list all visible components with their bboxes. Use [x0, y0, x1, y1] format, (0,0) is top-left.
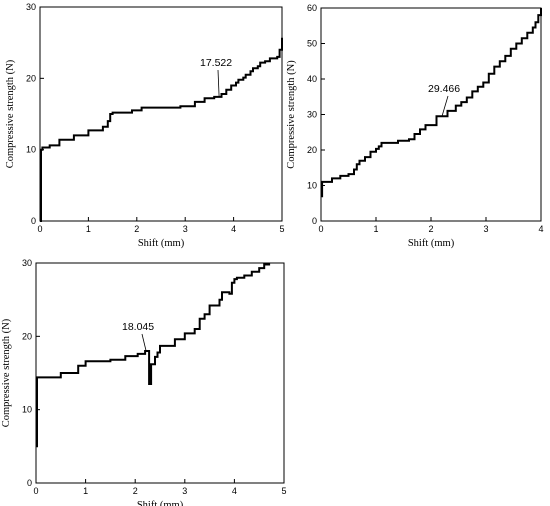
annotation-leader: [441, 95, 449, 117]
x-tick-label: 2: [428, 224, 433, 234]
series-line: [36, 263, 271, 448]
plot-frame: [39, 6, 283, 222]
x-tick-label: 0: [33, 486, 38, 496]
x-tick-label: 3: [182, 486, 187, 496]
plot-frame: [320, 7, 542, 222]
series-line: [40, 37, 283, 222]
y-tick-label: 20: [307, 145, 317, 155]
chart-3: 0 1 2 3 4 5 0 10 20 30 Shift (mm) Compressive stren…: [1, 258, 287, 506]
x-tick-label: 4: [231, 224, 236, 234]
x-tick-label: 0: [37, 224, 42, 234]
y-tick-label: 20: [26, 73, 36, 83]
x-tick-label: 1: [86, 224, 91, 234]
annotation-leader: [141, 333, 147, 352]
y-axis-title: Compressive strength (N): [286, 60, 297, 169]
plot-frame: [35, 262, 285, 484]
x-tick-label: 5: [281, 486, 286, 496]
y-tick-label: 0: [31, 216, 36, 226]
x-axis-title: Shift (mm): [137, 500, 184, 506]
x-tick-label: 2: [133, 486, 138, 496]
y-tick-label: 50: [307, 39, 317, 49]
y-tick-label: 10: [26, 145, 36, 155]
y-tick-label: 0: [312, 216, 317, 226]
x-tick-label: 4: [538, 224, 543, 234]
y-tick-label: 10: [307, 181, 317, 191]
x-tick-label: 0: [318, 224, 323, 234]
y-tick-label: 20: [22, 331, 32, 341]
y-axis-title: Compressive strength (N): [5, 59, 16, 168]
y-tick-label: 30: [26, 2, 36, 12]
x-axis-title: Shift (mm): [408, 238, 455, 249]
y-tick-label: 0: [27, 478, 32, 488]
chart-1: 0 1 2 3 4 5 0 10 20 30 Shift (mm) Compressive stren…: [5, 2, 285, 249]
y-tick-label: 10: [22, 405, 32, 415]
x-tick-label: 4: [232, 486, 237, 496]
annotation-label: 18.045: [122, 321, 154, 333]
x-tick-label: 3: [483, 224, 488, 234]
y-tick-label: 30: [307, 110, 317, 120]
annotation-leader: [217, 69, 220, 97]
y-tick-label: 30: [22, 258, 32, 268]
x-tick-label: 1: [83, 486, 88, 496]
x-axis-title: Shift (mm): [138, 238, 185, 249]
y-axis-title: Compressive strength (N): [1, 318, 12, 427]
x-tick-label: 3: [183, 224, 188, 234]
x-tick-label: 1: [373, 224, 378, 234]
y-tick-label: 60: [307, 3, 317, 13]
series-line: [321, 8, 542, 198]
x-tick-label: 5: [279, 224, 284, 234]
y-tick-label: 40: [307, 74, 317, 84]
annotation-label: 17.522: [200, 57, 232, 69]
x-tick-label: 2: [134, 224, 139, 234]
annotation-label: 29.466: [428, 83, 460, 95]
